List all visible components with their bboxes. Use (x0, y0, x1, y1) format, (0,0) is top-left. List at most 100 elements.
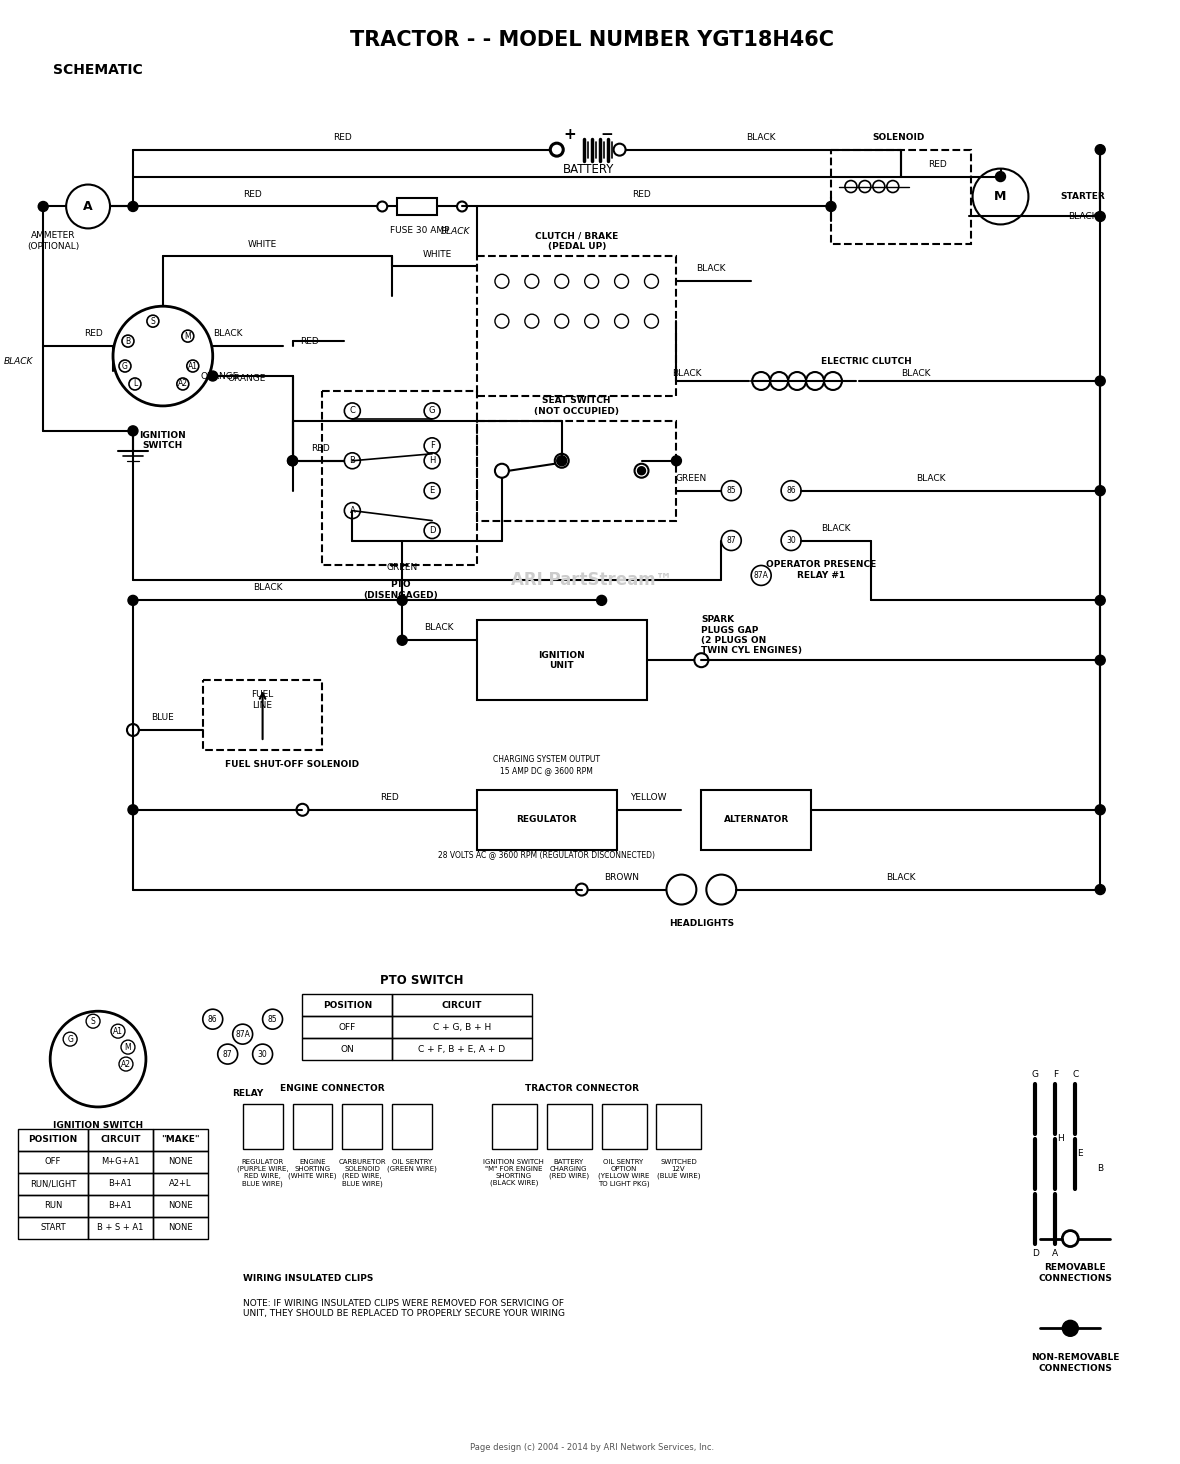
Text: POSITION: POSITION (322, 1001, 372, 1010)
Text: H: H (1057, 1135, 1064, 1143)
Circle shape (457, 202, 467, 211)
Text: BLACK: BLACK (425, 624, 454, 632)
Text: C + F, B + E, A + D: C + F, B + E, A + D (419, 1045, 505, 1054)
Bar (153, 1129, 208, 1151)
Text: B+A1: B+A1 (109, 1200, 132, 1211)
Circle shape (494, 464, 509, 477)
Text: S: S (151, 316, 156, 325)
Text: SOLENOID: SOLENOID (872, 133, 925, 142)
Circle shape (996, 171, 1005, 182)
Text: ELECTRIC CLUTCH: ELECTRIC CLUTCH (821, 357, 912, 366)
Bar (302, 1016, 392, 1038)
Bar (18, 1151, 88, 1173)
Text: G: G (122, 362, 127, 370)
Text: FUEL SHUT-OFF SOLENOID: FUEL SHUT-OFF SOLENOID (225, 760, 360, 769)
Text: GREEN: GREEN (676, 474, 707, 483)
Circle shape (781, 530, 801, 550)
Text: G: G (67, 1035, 73, 1044)
Circle shape (1095, 656, 1106, 665)
Text: NON-REMOVABLE
CONNECTIONS: NON-REMOVABLE CONNECTIONS (1031, 1353, 1120, 1373)
Circle shape (129, 378, 140, 389)
Circle shape (398, 635, 407, 646)
Circle shape (525, 315, 539, 328)
Bar (392, 1016, 532, 1038)
Text: WHITE: WHITE (422, 250, 452, 259)
Text: A1: A1 (113, 1026, 123, 1035)
Text: B: B (349, 457, 355, 466)
Text: 87: 87 (727, 536, 736, 545)
Text: "MAKE": "MAKE" (160, 1136, 199, 1145)
Text: CLUTCH / BRAKE
(PEDAL UP): CLUTCH / BRAKE (PEDAL UP) (535, 231, 618, 252)
Circle shape (752, 565, 772, 586)
Text: IGNITION SWITCH
"M" FOR ENGINE
SHORTING
(BLACK WIRE): IGNITION SWITCH "M" FOR ENGINE SHORTING … (484, 1159, 544, 1186)
Bar (302, 994, 392, 1016)
Text: A: A (84, 201, 93, 212)
Text: NONE: NONE (168, 1222, 192, 1233)
Text: A1: A1 (188, 362, 198, 370)
Circle shape (424, 438, 440, 454)
Bar (492, 1104, 537, 1149)
Circle shape (494, 315, 509, 328)
Text: M+G+A1: M+G+A1 (101, 1157, 139, 1167)
Bar (392, 994, 532, 1016)
Text: 86: 86 (208, 1015, 217, 1023)
Text: 30: 30 (257, 1050, 268, 1058)
Text: B: B (125, 337, 131, 346)
Text: G: G (1031, 1070, 1038, 1079)
Circle shape (1095, 486, 1106, 496)
Circle shape (555, 315, 569, 328)
Text: START: START (40, 1222, 66, 1233)
Circle shape (182, 331, 194, 343)
Circle shape (667, 874, 696, 905)
Text: M: M (995, 190, 1007, 203)
Bar (701, 791, 811, 849)
Bar (293, 1104, 333, 1149)
Text: BLACK: BLACK (212, 329, 242, 338)
Circle shape (218, 1044, 237, 1064)
Circle shape (208, 370, 218, 381)
Text: S: S (91, 1016, 96, 1026)
Text: ORANGE: ORANGE (201, 372, 240, 381)
Circle shape (584, 274, 598, 288)
Bar (392, 1104, 432, 1149)
Circle shape (615, 274, 629, 288)
Bar (477, 621, 647, 700)
Text: RED: RED (84, 329, 103, 338)
Circle shape (288, 455, 297, 466)
Circle shape (86, 1015, 100, 1028)
Text: CIRCUIT: CIRCUIT (441, 1001, 483, 1010)
Text: BATTERY: BATTERY (563, 163, 615, 176)
Bar (18, 1129, 88, 1151)
Circle shape (378, 202, 387, 211)
Text: G: G (428, 407, 435, 416)
Text: IGNITION SWITCH: IGNITION SWITCH (53, 1121, 143, 1130)
Circle shape (253, 1044, 273, 1064)
Text: 87A: 87A (754, 571, 768, 580)
Bar (656, 1104, 701, 1149)
Text: HEADLIGHTS: HEADLIGHTS (669, 919, 734, 928)
Text: POSITION: POSITION (28, 1136, 78, 1145)
Text: A2: A2 (122, 1060, 131, 1069)
Text: 28 VOLTS AC @ 3600 RPM (REGULATOR DISCONNECTED): 28 VOLTS AC @ 3600 RPM (REGULATOR DISCON… (438, 849, 655, 859)
Text: A2+L: A2+L (169, 1179, 191, 1189)
Text: CHARGING SYSTEM OUTPUT
15 AMP DC @ 3600 RPM: CHARGING SYSTEM OUTPUT 15 AMP DC @ 3600 … (493, 755, 601, 774)
Circle shape (1095, 211, 1106, 221)
Circle shape (576, 884, 588, 896)
Circle shape (296, 804, 308, 815)
Circle shape (694, 653, 708, 668)
Circle shape (494, 274, 509, 288)
Circle shape (127, 596, 138, 605)
Circle shape (122, 335, 135, 347)
Bar (88, 1195, 153, 1217)
Circle shape (1062, 1321, 1079, 1337)
Circle shape (551, 143, 563, 155)
Circle shape (721, 530, 741, 550)
Text: AMMETER
(OPTIONAL): AMMETER (OPTIONAL) (27, 231, 79, 250)
Bar (392, 1038, 532, 1060)
Text: RED: RED (929, 160, 948, 168)
Circle shape (38, 202, 48, 211)
Circle shape (122, 1039, 135, 1054)
Text: BROWN: BROWN (604, 873, 640, 881)
Text: BLACK: BLACK (671, 369, 701, 378)
Text: RED: RED (312, 444, 329, 452)
